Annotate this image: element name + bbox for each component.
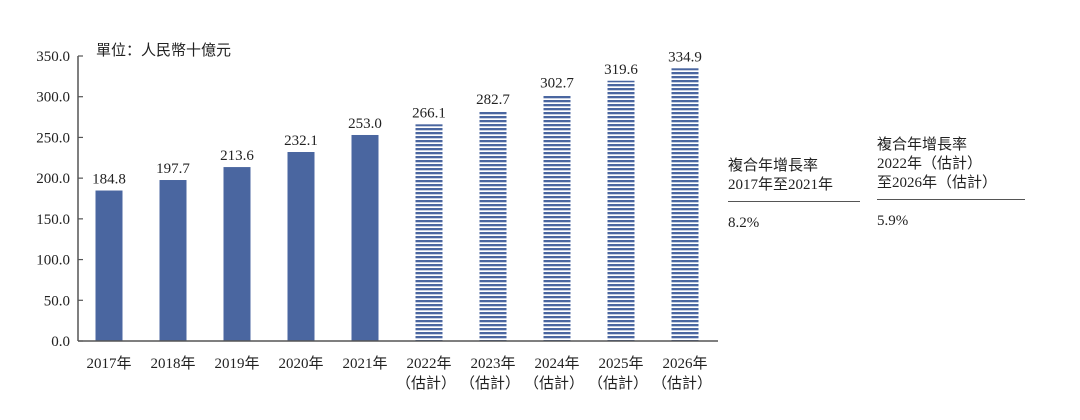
x-tick-sublabel: （估計） bbox=[460, 375, 520, 392]
y-tick-label: 50.0 bbox=[44, 293, 70, 309]
x-tick-label: 2019年 bbox=[214, 355, 259, 372]
y-tick-label: 350.0 bbox=[36, 49, 70, 65]
x-tick-label: 2021年 bbox=[342, 355, 387, 372]
x-tick-sublabel: （估計） bbox=[396, 375, 456, 392]
bar-value-label: 334.9 bbox=[668, 49, 702, 65]
bar bbox=[607, 80, 635, 342]
x-tick-sublabel: （估計） bbox=[652, 375, 712, 392]
y-tick-label: 100.0 bbox=[36, 253, 70, 269]
bar-value-label: 266.1 bbox=[412, 105, 446, 121]
bar-value-label: 319.6 bbox=[604, 62, 638, 78]
y-tick-label: 300.0 bbox=[36, 90, 70, 106]
x-tick-label: 2024年 bbox=[534, 355, 579, 372]
bar bbox=[223, 167, 251, 341]
x-tick-sublabel: （估計） bbox=[524, 375, 584, 392]
y-tick-label: 150.0 bbox=[36, 212, 70, 228]
bars: 184.8 197.7 213.6 232.1 253.0 266.1 282.7 302.7… bbox=[92, 49, 702, 342]
cagr-value: 8.2% bbox=[728, 215, 760, 231]
bar-value-label: 282.7 bbox=[476, 92, 510, 108]
x-axis: 2017年 2018年 2019年 2020年 2021年 2022年 （估計） 2023年 （… bbox=[78, 340, 718, 392]
bar bbox=[415, 124, 443, 341]
bar bbox=[543, 94, 571, 341]
bar-value-label: 232.1 bbox=[284, 133, 318, 149]
cagr-value: 5.9% bbox=[877, 213, 909, 229]
x-tick-sublabel: （估計） bbox=[588, 375, 648, 392]
unit-label: 單位：人民幣十億元 bbox=[96, 42, 231, 59]
x-tick-label: 2017年 bbox=[86, 355, 131, 372]
y-tick-label: 250.0 bbox=[36, 130, 70, 146]
bar bbox=[671, 68, 699, 341]
bar-value-label: 197.7 bbox=[156, 161, 190, 177]
x-tick-label: 2018年 bbox=[150, 355, 195, 372]
cagr-header: 複合年增長率 2017年至2021年 bbox=[728, 158, 834, 193]
x-tick-label: 2025年 bbox=[598, 355, 643, 372]
divider bbox=[877, 199, 1025, 200]
x-tick-label: 2026年 bbox=[662, 355, 707, 372]
y-tick-label: 200.0 bbox=[36, 171, 70, 187]
x-tick-label: 2022年 bbox=[406, 355, 451, 372]
y-tick-label: 0.0 bbox=[51, 334, 70, 350]
cagr-block-2022-2026: 複合年增長率 2022年（估計） 至2026年（估計） 5.9% bbox=[877, 136, 1025, 231]
bar-value-label: 302.7 bbox=[540, 76, 574, 92]
divider bbox=[728, 201, 860, 202]
bar bbox=[159, 180, 187, 341]
x-tick-label: 2020年 bbox=[278, 355, 323, 372]
y-axis: 0.0 50.0 100.0 150.0 200.0 250.0 300.0 350.0 bbox=[36, 49, 83, 350]
bar bbox=[95, 190, 123, 341]
bar-value-label: 213.6 bbox=[220, 148, 254, 164]
cagr-block-2017-2021: 複合年增長率 2017年至2021年 8.2% bbox=[728, 157, 860, 233]
cagr-header: 複合年增長率 2022年（估計） 至2026年（估計） bbox=[877, 137, 998, 191]
bar bbox=[351, 134, 379, 341]
bar bbox=[287, 152, 315, 341]
x-tick-label: 2023年 bbox=[470, 355, 515, 372]
bar-value-label: 253.0 bbox=[348, 116, 382, 132]
bar bbox=[479, 110, 507, 342]
bar-value-label: 184.8 bbox=[92, 172, 126, 188]
